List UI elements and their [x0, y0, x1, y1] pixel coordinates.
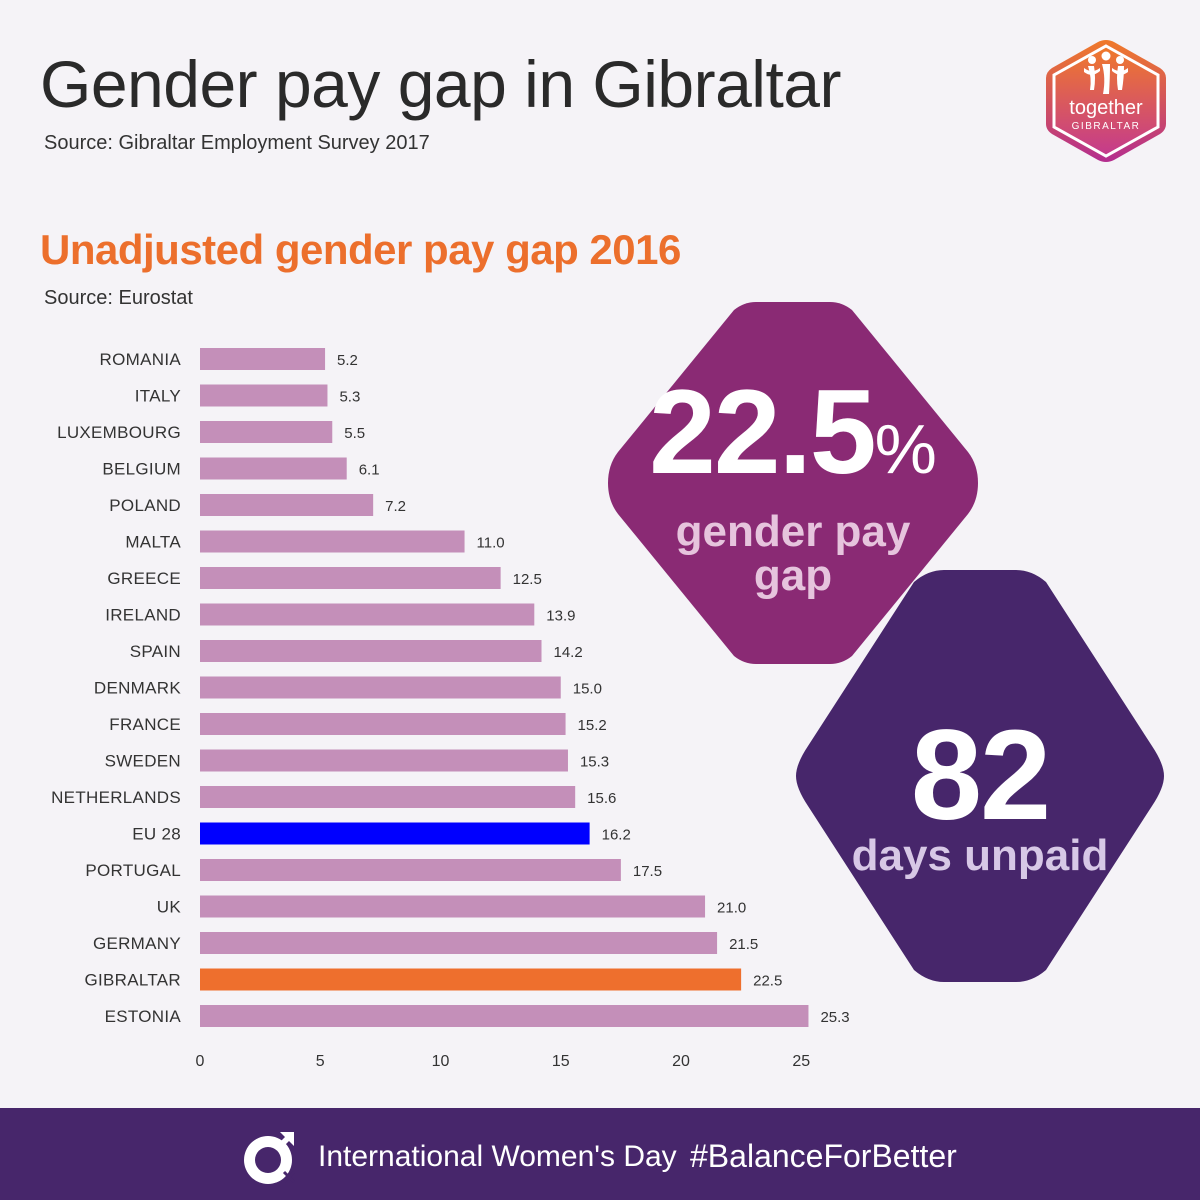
days-unpaid-hexagon	[796, 570, 1164, 982]
category-label-eu-28: EU 28	[132, 825, 181, 844]
category-label-germany: GERMANY	[93, 934, 181, 953]
bar-portugal	[200, 859, 621, 881]
pay-gap-unit: %	[874, 410, 937, 488]
bar-denmark	[200, 676, 561, 699]
x-tick-label-15: 15	[552, 1053, 570, 1070]
x-tick-label-25: 25	[792, 1053, 810, 1070]
value-label-gibraltar: 22.5	[753, 973, 782, 990]
x-tick-label-20: 20	[672, 1053, 690, 1070]
bar-luxembourg	[200, 421, 333, 443]
bar-greece	[200, 567, 501, 589]
iwd-logo-icon	[244, 1132, 296, 1184]
bar-germany	[200, 932, 718, 954]
page-title: Gender pay gap in Gibraltar	[40, 47, 841, 121]
bar-italy	[200, 384, 328, 407]
bar-estonia	[200, 1005, 809, 1027]
value-label-spain: 14.2	[554, 644, 583, 661]
value-label-eu-28: 16.2	[602, 827, 631, 844]
footer-bar: International Women's Day #BalanceForBet…	[0, 1108, 1200, 1200]
value-label-uk: 21.0	[717, 900, 746, 917]
value-label-belgium: 6.1	[359, 462, 380, 479]
category-label-sweden: SWEDEN	[105, 752, 181, 771]
bar-france	[200, 713, 566, 735]
bar-ireland	[200, 603, 535, 626]
footer-iwd-text: International Women's Day	[318, 1140, 677, 1173]
pay-gap-hexagon	[608, 302, 978, 664]
x-tick-label-5: 5	[316, 1053, 325, 1070]
category-label-france: FRANCE	[109, 715, 181, 734]
value-label-portugal: 17.5	[633, 863, 662, 880]
category-label-greece: GREECE	[107, 569, 181, 588]
bar-belgium	[200, 457, 347, 480]
value-label-ireland: 13.9	[546, 608, 575, 625]
chart-source: Source: Eurostat	[44, 287, 193, 309]
category-label-uk: UK	[157, 898, 182, 917]
x-tick-label-10: 10	[432, 1053, 450, 1070]
category-label-italy: ITALY	[135, 387, 181, 406]
bar-gibraltar	[200, 968, 742, 991]
days-unpaid-label: days unpaid	[851, 831, 1109, 880]
category-label-denmark: DENMARK	[94, 679, 181, 698]
value-label-denmark: 15.0	[573, 681, 602, 698]
pay-gap-label: gender pay gap	[606, 510, 980, 598]
x-tick-label-0: 0	[196, 1053, 205, 1070]
value-label-netherlands: 15.6	[587, 790, 616, 807]
category-label-belgium: BELGIUM	[102, 460, 181, 479]
people-icon	[1084, 51, 1128, 94]
footer-hashtag: #BalanceForBetter	[690, 1138, 957, 1174]
category-label-spain: SPAIN	[130, 642, 181, 661]
value-label-sweden: 15.3	[580, 754, 609, 771]
logo-hex-inner	[1052, 44, 1160, 158]
value-label-greece: 12.5	[513, 571, 542, 588]
category-label-portugal: PORTUGAL	[85, 861, 181, 880]
bar-netherlands	[200, 786, 576, 808]
days-unpaid-value: 82	[910, 704, 1051, 847]
pay-gap-value: 22.5	[649, 365, 877, 499]
bar-poland	[200, 494, 374, 516]
page-source: Source: Gibraltar Employment Survey 2017	[44, 132, 430, 154]
value-label-romania: 5.2	[337, 352, 358, 369]
category-label-luxembourg: LUXEMBOURG	[57, 423, 181, 442]
value-label-germany: 21.5	[729, 936, 758, 953]
value-label-france: 15.2	[578, 717, 607, 734]
category-label-malta: MALTA	[125, 533, 181, 552]
value-label-estonia: 25.3	[820, 1009, 849, 1026]
bar-sweden	[200, 749, 568, 772]
bar-uk	[200, 895, 706, 918]
pay-gap-label-line1: gender pay	[675, 507, 911, 556]
bar-spain	[200, 640, 542, 662]
category-label-gibraltar: GIBRALTAR	[84, 971, 181, 990]
chart-title: Unadjusted gender pay gap 2016	[40, 226, 681, 273]
category-label-poland: POLAND	[109, 496, 181, 515]
bar-malta	[200, 530, 465, 553]
pay-gap-label-line2: gap	[753, 551, 833, 600]
value-label-luxembourg: 5.5	[344, 425, 365, 442]
together-gibraltar-logo: together GIBRALTAR	[1046, 40, 1166, 162]
pay-gap-value-block: 22.5%	[606, 372, 980, 492]
category-label-estonia: ESTONIA	[105, 1007, 182, 1026]
value-label-poland: 7.2	[385, 498, 406, 515]
bar-eu-28	[200, 822, 590, 845]
value-label-malta: 11.0	[477, 535, 505, 552]
logo-text-together: together	[1069, 97, 1143, 119]
category-label-romania: ROMANIA	[100, 350, 182, 369]
category-label-ireland: IRELAND	[105, 606, 181, 625]
logo-text-gibraltar: GIBRALTAR	[1072, 121, 1141, 132]
pay-gap-bar-chart: ROMANIA 5.2 ITALY 5.3 LUXEMBOURG 5.5 BELGIUM 6.…	[51, 348, 850, 1070]
category-label-netherlands: NETHERLANDS	[51, 788, 181, 807]
bar-romania	[200, 348, 326, 370]
value-label-italy: 5.3	[339, 389, 360, 406]
